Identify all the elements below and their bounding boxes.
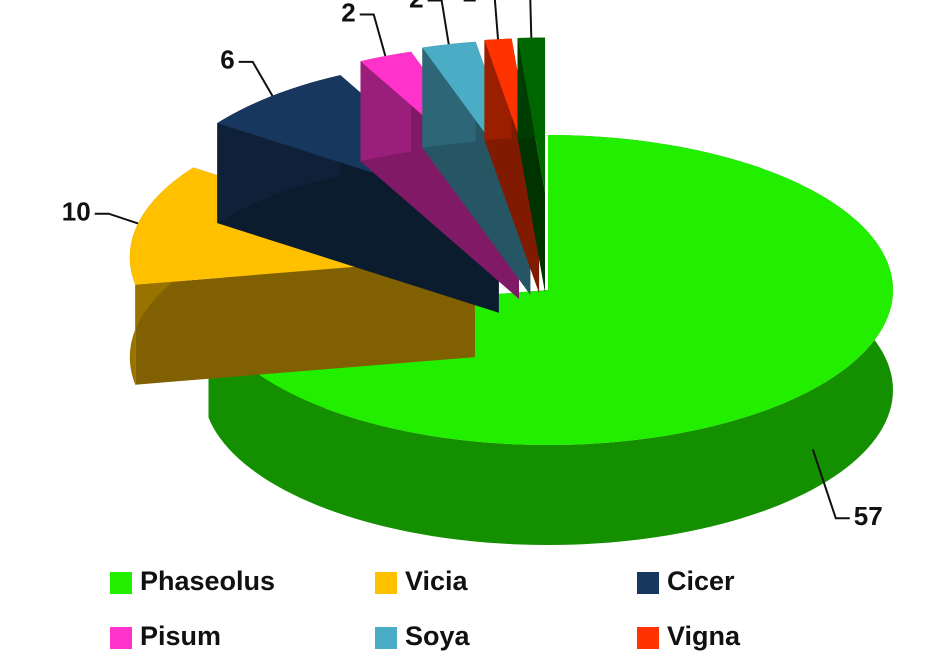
legend-label: Pisum (140, 621, 221, 651)
leader-line (811, 449, 850, 520)
data-label: 2 (341, 0, 355, 27)
data-label: 10 (62, 197, 91, 227)
leader-line (94, 212, 139, 225)
legend-swatch (375, 627, 397, 649)
slice (517, 37, 546, 293)
data-label: 1 (498, 0, 512, 6)
leader-line (529, 0, 533, 38)
legend-swatch (637, 572, 659, 594)
leader-line (427, 0, 450, 45)
legend-label: Phaseolus (140, 566, 275, 596)
legend-swatch (637, 627, 659, 649)
data-label: 57 (854, 501, 883, 531)
slice-top (208, 135, 893, 445)
data-label: 6 (220, 45, 234, 75)
legend-label: Cicer (667, 566, 735, 596)
leader-line (493, 0, 500, 40)
legend-swatch (375, 572, 397, 594)
legend-swatch (110, 627, 132, 649)
legend-label: Soya (405, 621, 471, 651)
data-label: 1 (462, 0, 476, 7)
leader-line (359, 13, 387, 57)
legend-swatch (110, 572, 132, 594)
legend-label: Vicia (405, 566, 469, 596)
slice-top (517, 37, 546, 193)
legend-label: Vigna (667, 621, 741, 651)
data-label: 2 (409, 0, 423, 13)
leader-line (238, 60, 274, 97)
